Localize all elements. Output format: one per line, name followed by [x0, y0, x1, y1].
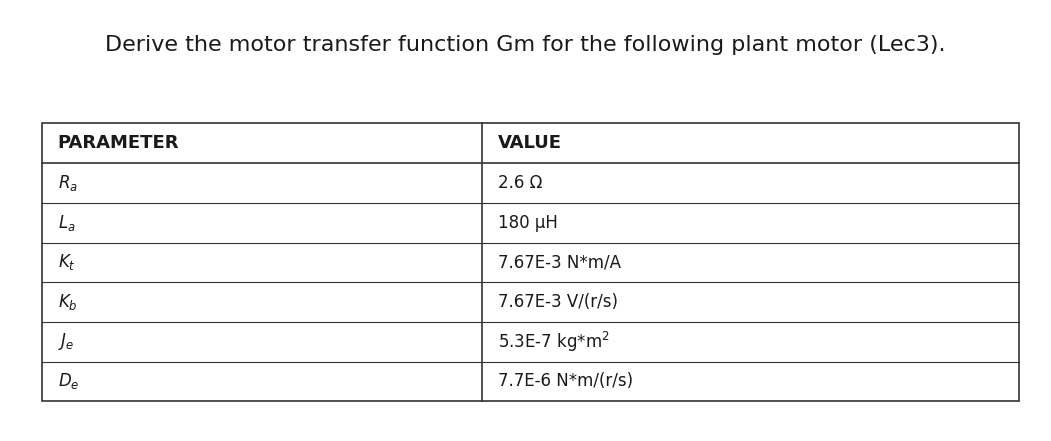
Text: PARAMETER: PARAMETER — [58, 135, 180, 152]
Text: $J_e$: $J_e$ — [58, 331, 74, 352]
Text: $K_t$: $K_t$ — [58, 252, 76, 273]
Text: 180 μH: 180 μH — [498, 214, 557, 232]
Text: Derive the motor transfer function Gm for the following plant motor (Lec3).: Derive the motor transfer function Gm fo… — [105, 35, 946, 55]
Text: 2.6 Ω: 2.6 Ω — [498, 174, 542, 192]
Text: 7.67E-3 V/(r/s): 7.67E-3 V/(r/s) — [498, 293, 618, 311]
Text: $D_e$: $D_e$ — [58, 371, 79, 392]
Text: 5.3E-7 kg*m$^2$: 5.3E-7 kg*m$^2$ — [498, 330, 610, 354]
Text: $K_b$: $K_b$ — [58, 292, 78, 312]
Text: 7.7E-6 N*m/(r/s): 7.7E-6 N*m/(r/s) — [498, 373, 633, 390]
Text: 7.67E-3 N*m/A: 7.67E-3 N*m/A — [498, 254, 621, 271]
Text: VALUE: VALUE — [498, 135, 561, 152]
Text: $R_a$: $R_a$ — [58, 173, 78, 193]
Text: $L_a$: $L_a$ — [58, 213, 76, 233]
